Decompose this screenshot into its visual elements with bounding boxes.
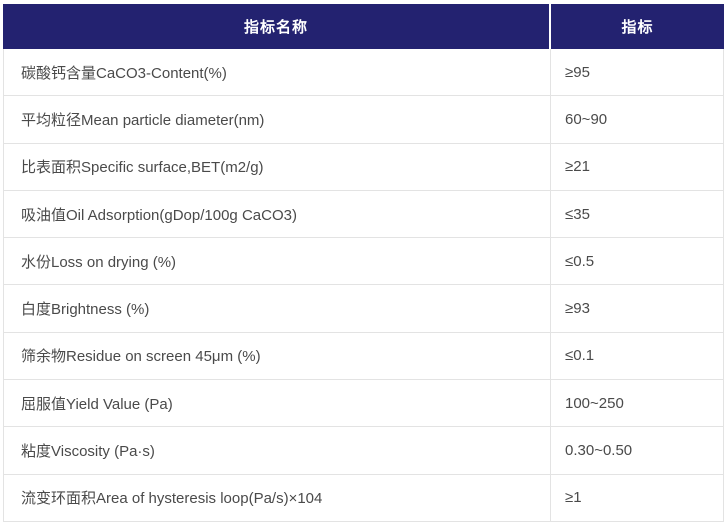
indicator-value-cell: 0.30~0.50	[565, 442, 633, 460]
table-row: 筛余物Residue on screen 45μm (%) ≤0.1	[4, 332, 723, 381]
table-row: 吸油值Oil Adsorption(gDop/100g CaCO3) ≤35	[4, 190, 723, 239]
indicator-name-cell: 流变环面积Area of hysteresis loop(Pa/s)×104	[4, 474, 551, 521]
indicator-value-cell: ≥95	[565, 63, 590, 81]
indicator-name-cell: 碳酸钙含量CaCO3-Content(%)	[4, 49, 551, 96]
indicator-value-cell: ≤0.1	[565, 347, 595, 365]
indicator-name-cell: 屈服值Yield Value (Pa)	[4, 380, 551, 427]
table-row: 平均粒径Mean particle diameter(nm) 60~90	[4, 96, 723, 144]
table-row: 比表面积Specific surface,BET(m2/g) ≥21	[4, 143, 723, 191]
indicator-value-cell: ≥21	[565, 158, 590, 176]
header-indicator-name: 指标名称	[3, 4, 551, 49]
indicator-value-cell: ≥1	[565, 489, 582, 507]
specification-table: 指标名称 指标 碳酸钙含量CaCO3-Content(%) ≥95 平均粒径Me…	[3, 4, 724, 522]
indicator-value-cell: ≤35	[565, 205, 590, 223]
indicator-name-cell: 平均粒径Mean particle diameter(nm)	[4, 96, 551, 143]
table-row: 流变环面积Area of hysteresis loop(Pa/s)×104 ≥…	[4, 474, 723, 521]
table-row: 屈服值Yield Value (Pa) 100~250	[4, 380, 723, 428]
table-row: 碳酸钙含量CaCO3-Content(%) ≥95	[4, 49, 723, 97]
indicator-name-cell: 筛余物Residue on screen 45μm (%)	[4, 332, 551, 380]
indicator-name-cell: 比表面积Specific surface,BET(m2/g)	[4, 143, 551, 190]
table-row: 粘度Viscosity (Pa·s) 0.30~0.50	[4, 427, 723, 475]
indicator-value-cell: ≤0.5	[565, 252, 595, 270]
indicator-value-cell: ≥93	[565, 300, 590, 318]
indicator-name-cell: 水份Loss on drying (%)	[4, 238, 551, 285]
table-body: 碳酸钙含量CaCO3-Content(%) ≥95 平均粒径Mean parti…	[3, 49, 724, 522]
indicator-name-cell: 吸油值Oil Adsorption(gDop/100g CaCO3)	[4, 190, 551, 238]
table-row: 白度Brightness (%) ≥93	[4, 285, 723, 333]
table-row: 水份Loss on drying (%) ≤0.5	[4, 238, 723, 286]
indicator-name-cell: 白度Brightness (%)	[4, 285, 551, 332]
table-header: 指标名称 指标	[3, 4, 724, 49]
indicator-value-cell: 100~250	[565, 394, 624, 412]
header-indicator-value: 指标	[621, 19, 654, 36]
indicator-name-cell: 粘度Viscosity (Pa·s)	[4, 427, 551, 474]
indicator-value-cell: 60~90	[565, 110, 608, 128]
